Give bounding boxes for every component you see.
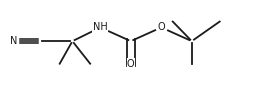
Text: O: O — [157, 22, 165, 32]
Text: NH: NH — [93, 22, 108, 32]
Text: N: N — [10, 36, 18, 46]
Text: O: O — [127, 59, 135, 69]
